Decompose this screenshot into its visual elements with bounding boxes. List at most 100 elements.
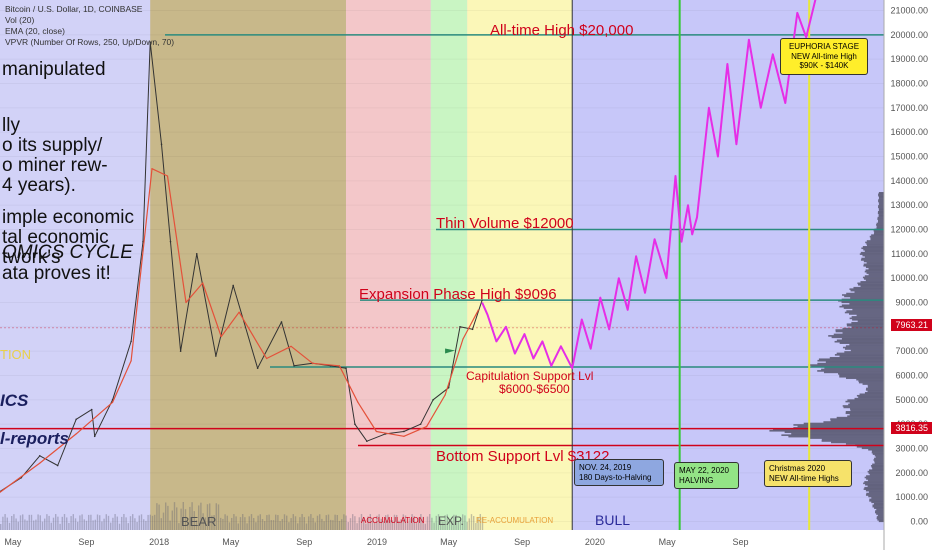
note-euphoria-title: EUPHORIA STAGE bbox=[788, 42, 860, 51]
volume-profile-bar bbox=[863, 265, 884, 267]
volume-profile-bar bbox=[863, 260, 884, 263]
volume-profile-bar bbox=[836, 416, 884, 419]
volume-profile-bar bbox=[849, 313, 884, 315]
volume-bar bbox=[88, 514, 90, 530]
volume-bar bbox=[371, 517, 374, 530]
x-tick-label: 2020 bbox=[585, 537, 605, 547]
volume-bar bbox=[448, 519, 451, 530]
volume-bar bbox=[50, 522, 52, 530]
x-tick-label: May bbox=[440, 537, 458, 547]
volume-bar bbox=[171, 510, 173, 530]
volume-bar bbox=[8, 522, 11, 530]
volume-bar bbox=[132, 514, 134, 530]
volume-bar bbox=[257, 515, 259, 530]
volume-profile-bar bbox=[866, 262, 884, 264]
volume-profile-bar bbox=[865, 266, 884, 269]
volume-bar bbox=[347, 522, 349, 530]
volume-profile-bar bbox=[876, 225, 884, 228]
volume-bar bbox=[420, 514, 422, 530]
volume-bar bbox=[268, 514, 270, 530]
phase-accumulation: ACCUMULATION bbox=[361, 516, 425, 525]
volume-bar bbox=[182, 502, 184, 530]
volume-profile-bar bbox=[849, 413, 884, 416]
volume-bar bbox=[105, 514, 107, 530]
volume-profile-bar bbox=[863, 482, 884, 485]
y-tick-label: 14000.00 bbox=[890, 176, 928, 186]
volume-profile-bar bbox=[831, 336, 884, 339]
volume-profile-bar bbox=[842, 327, 884, 330]
volume-bar bbox=[77, 521, 79, 530]
volume-bar bbox=[231, 517, 233, 530]
volume-bar bbox=[94, 519, 96, 530]
volume-bar bbox=[259, 514, 261, 530]
y-tick-label: 20000.00 bbox=[890, 30, 928, 40]
volume-profile-bar bbox=[864, 250, 884, 252]
volume-profile-bar bbox=[872, 467, 884, 470]
volume-bar bbox=[360, 514, 363, 530]
volume-profile-bar bbox=[864, 392, 884, 394]
volume-profile-bar bbox=[861, 247, 884, 250]
volume-profile-bar bbox=[872, 453, 884, 455]
volume-profile-bar bbox=[830, 418, 884, 420]
volume-bar bbox=[402, 514, 404, 530]
volume-profile-bar bbox=[808, 364, 884, 366]
volume-profile-bar bbox=[861, 447, 884, 450]
volume-profile-bar bbox=[850, 289, 884, 292]
y-tick-label: 9000.00 bbox=[895, 298, 928, 308]
left-text-6: imple economic bbox=[2, 207, 134, 228]
volume-bar bbox=[116, 516, 118, 530]
volume-profile-bar bbox=[868, 273, 884, 276]
volume-profile-bar bbox=[824, 367, 884, 369]
note-xmas-text: NEW All-time Highs bbox=[769, 473, 839, 483]
volume-bar bbox=[481, 516, 484, 530]
volume-bar bbox=[226, 515, 228, 530]
volume-profile-bar bbox=[791, 432, 884, 435]
volume-profile-bar bbox=[833, 333, 884, 336]
volume-bar bbox=[294, 516, 297, 530]
volume-profile-bar bbox=[868, 267, 884, 270]
volume-bar bbox=[345, 515, 347, 530]
note-halving-countdown: NOV. 24, 2019 180 Days-to-Halving bbox=[574, 459, 664, 486]
volume-bar bbox=[479, 514, 481, 530]
volume-bar bbox=[451, 520, 453, 530]
volume-profile-bar bbox=[839, 355, 884, 358]
volume-profile-bar bbox=[834, 340, 884, 343]
volume-profile-bar bbox=[851, 326, 884, 328]
legend-volume: Vol (20) bbox=[5, 15, 35, 25]
left-text-5: 4 years). bbox=[2, 175, 76, 196]
volume-profile-bar bbox=[873, 502, 884, 505]
volume-bar bbox=[112, 517, 114, 530]
volume-bar bbox=[301, 514, 303, 530]
volume-profile-bar bbox=[781, 434, 884, 436]
volume-bar bbox=[292, 514, 294, 530]
x-tick-label: 2018 bbox=[149, 537, 169, 547]
volume-profile-bar bbox=[864, 481, 884, 483]
volume-profile-bar bbox=[857, 320, 884, 323]
volume-profile-bar bbox=[839, 342, 884, 344]
volume-profile-bar bbox=[846, 323, 884, 325]
volume-bar bbox=[380, 518, 382, 530]
volume-profile-bar bbox=[878, 196, 884, 198]
volume-profile-bar bbox=[864, 275, 884, 277]
volume-bar bbox=[470, 514, 473, 530]
volume-bar bbox=[68, 522, 70, 530]
volume-profile-bar bbox=[866, 243, 884, 245]
volume-profile-bar bbox=[860, 281, 884, 283]
volume-bar bbox=[349, 518, 352, 530]
volume-profile-bar bbox=[870, 238, 884, 241]
volume-bar bbox=[376, 515, 378, 530]
volume-bar bbox=[101, 521, 103, 530]
volume-profile-bar bbox=[877, 514, 884, 517]
volume-bar bbox=[387, 514, 389, 530]
volume-profile-bar bbox=[867, 485, 884, 488]
volume-profile-bar bbox=[877, 210, 884, 213]
volume-profile-bar bbox=[877, 221, 884, 223]
volume-bar bbox=[136, 521, 138, 530]
volume-profile-bar bbox=[869, 469, 884, 471]
volume-bar bbox=[290, 518, 292, 530]
volume-profile-bar bbox=[876, 224, 884, 226]
volume-profile-bar bbox=[862, 254, 884, 257]
volume-profile-bar bbox=[803, 422, 884, 425]
volume-profile-bar bbox=[854, 291, 884, 293]
